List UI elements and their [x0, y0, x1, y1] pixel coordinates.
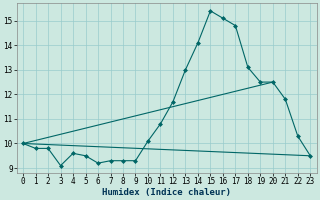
X-axis label: Humidex (Indice chaleur): Humidex (Indice chaleur) [102, 188, 231, 197]
